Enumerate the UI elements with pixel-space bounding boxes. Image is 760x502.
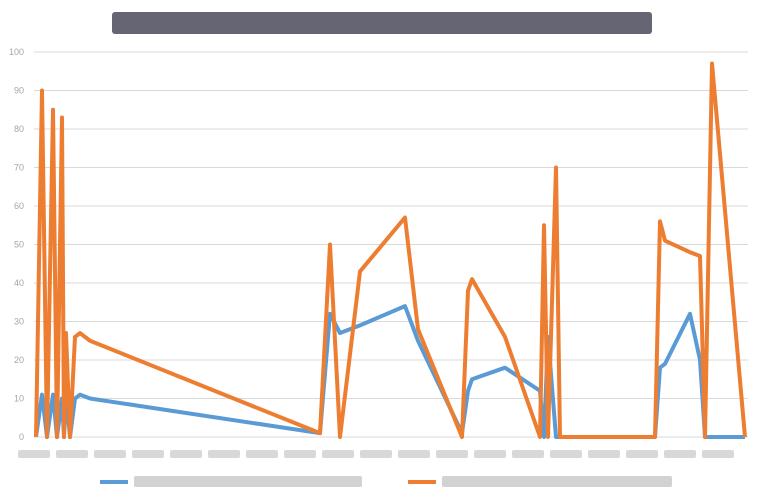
y-tick-label: 60 (14, 201, 24, 211)
x-tick-label-illegible (18, 450, 50, 458)
x-tick-label-illegible (398, 450, 430, 458)
series-line-orange (34, 61, 747, 439)
y-tick-label: 50 (14, 240, 24, 250)
y-tick-label: 30 (14, 317, 24, 327)
x-tick-label-illegible (588, 450, 620, 458)
x-tick-label-illegible (664, 450, 696, 458)
y-tick-label: 80 (14, 124, 24, 134)
y-tick-label: 0 (19, 432, 24, 442)
y-axis-ticks: 0 10 20 30 40 50 60 70 80 90 100 (9, 47, 24, 442)
x-tick-label-illegible (550, 450, 582, 458)
x-tick-label-illegible (132, 450, 164, 458)
x-tick-label-illegible (170, 450, 202, 458)
y-tick-label: 40 (14, 278, 24, 288)
y-tick-label: 90 (14, 86, 24, 96)
x-tick-label-illegible (702, 450, 734, 458)
x-axis-ticks (18, 450, 734, 458)
x-tick-label-illegible (208, 450, 240, 458)
legend-label-blue-illegible (134, 476, 362, 487)
y-tick-label: 70 (14, 163, 24, 173)
x-tick-label-illegible (246, 450, 278, 458)
x-tick-label-illegible (474, 450, 506, 458)
x-tick-label-illegible (284, 450, 316, 458)
chart-title-illegible (112, 12, 652, 34)
x-tick-label-illegible (512, 450, 544, 458)
x-tick-label-illegible (56, 450, 88, 458)
y-tick-label: 10 (14, 394, 24, 404)
x-tick-label-illegible (94, 450, 126, 458)
series-lines (34, 61, 747, 439)
legend-label-orange-illegible (442, 476, 672, 487)
x-tick-label-illegible (626, 450, 658, 458)
x-tick-label-illegible (322, 450, 354, 458)
chart-title (112, 12, 652, 34)
legend (100, 476, 672, 487)
y-tick-label: 100 (9, 47, 24, 57)
x-tick-label-illegible (436, 450, 468, 458)
y-tick-label: 20 (14, 355, 24, 365)
gridlines (34, 51, 748, 438)
x-tick-label-illegible (360, 450, 392, 458)
